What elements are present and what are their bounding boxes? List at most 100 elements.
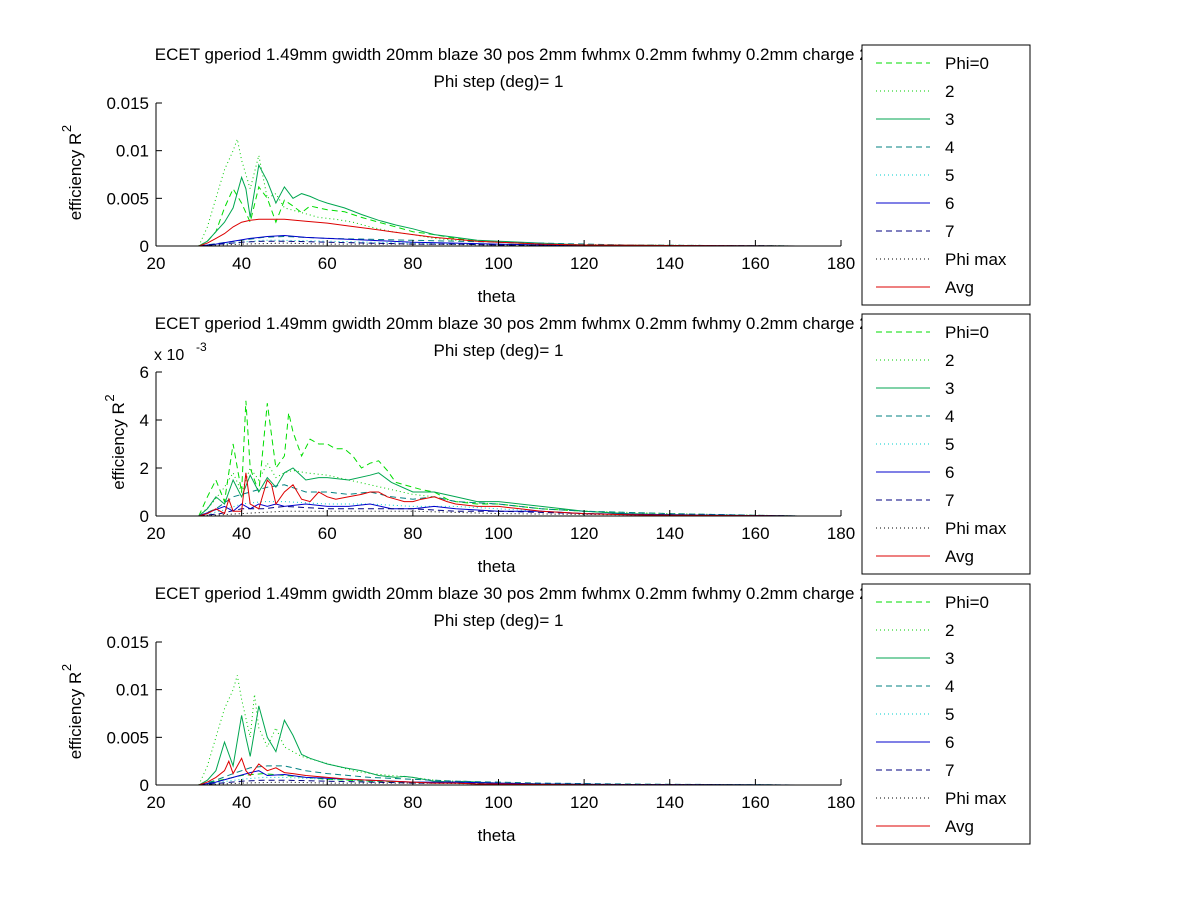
legend-label: 5 <box>945 435 954 454</box>
legend-label: Phi=0 <box>945 593 989 612</box>
y-tick-label: 0.005 <box>106 189 149 208</box>
legend-label: 3 <box>945 110 954 129</box>
x-tick-label: 80 <box>403 254 422 273</box>
x-tick-label: 20 <box>147 793 166 812</box>
legend-label: Phi=0 <box>945 54 989 73</box>
series-line-avg <box>198 757 799 785</box>
legend-label: 4 <box>945 407 954 426</box>
x-tick-label: 60 <box>318 793 337 812</box>
legend-label: 3 <box>945 379 954 398</box>
x-tick-label: 80 <box>403 524 422 543</box>
y-tick-label: 0 <box>140 237 149 256</box>
series-group <box>198 400 799 516</box>
x-tick-label: 100 <box>484 524 512 543</box>
x-tick-label: 120 <box>570 524 598 543</box>
legend-label: Avg <box>945 278 974 297</box>
legend-label: 6 <box>945 463 954 482</box>
chart-subtitle: Phi step (deg)= 1 <box>434 341 564 360</box>
x-axis-label: theta <box>478 826 516 845</box>
y-tick-label: 0.015 <box>106 633 149 652</box>
y-tick-label: 0.005 <box>106 728 149 747</box>
legend-label: 7 <box>945 222 954 241</box>
series-group <box>198 137 799 246</box>
chart-title: ECET gperiod 1.49mm gwidth 20mm blaze 30… <box>155 314 963 333</box>
legend-label: 6 <box>945 194 954 213</box>
chart-title: ECET gperiod 1.49mm gwidth 20mm blaze 30… <box>155 584 963 603</box>
legend-label: 7 <box>945 491 954 510</box>
chart-subtitle: Phi step (deg)= 1 <box>434 611 564 630</box>
chart-title: ECET gperiod 1.49mm gwidth 20mm blaze 30… <box>155 45 963 64</box>
x-axis-label: theta <box>478 287 516 306</box>
legend-label: Avg <box>945 817 974 836</box>
y-tick-label: 0.015 <box>106 94 149 113</box>
x-tick-label: 40 <box>232 254 251 273</box>
legend: Phi=0 2 3 4 5 6 7 Phi max Avg <box>861 313 1031 575</box>
y-axis-label-superscript: 2 <box>59 664 74 671</box>
y-axis-label: efficiency R <box>109 402 128 490</box>
legend: Phi=0 2 3 4 5 6 7 Phi max Avg <box>861 583 1031 845</box>
chart-panel-3: ECET gperiod 1.49mm gwidth 20mm blaze 30… <box>59 583 1031 845</box>
x-tick-label: 140 <box>656 793 684 812</box>
y-tick-label: 0 <box>140 776 149 795</box>
x-tick-label: 40 <box>232 793 251 812</box>
series-line-6 <box>198 770 799 785</box>
y-tick-label: 4 <box>140 411 149 430</box>
x-tick-label: 120 <box>570 254 598 273</box>
series-line-7 <box>198 240 799 246</box>
series-line-3 <box>198 467 799 516</box>
legend-label: 3 <box>945 649 954 668</box>
legend-label: Phi max <box>945 519 1007 538</box>
legend-label: 7 <box>945 761 954 780</box>
y-exponent-superscript: -3 <box>196 340 207 354</box>
x-tick-label: 20 <box>147 254 166 273</box>
legend-label: 5 <box>945 166 954 185</box>
x-tick-label: 40 <box>232 524 251 543</box>
y-tick-label: 0 <box>140 507 149 526</box>
x-tick-label: 180 <box>827 793 855 812</box>
y-tick-label: 0.01 <box>116 142 149 161</box>
y-axis-label: efficiency R <box>66 672 85 760</box>
y-axis-label: efficiency R <box>66 133 85 221</box>
legend-box <box>861 583 1031 845</box>
x-tick-label: 180 <box>827 524 855 543</box>
x-tick-label: 160 <box>741 254 769 273</box>
legend-label: 4 <box>945 138 954 157</box>
y-tick-label: 0.01 <box>116 681 149 700</box>
chart-subtitle: Phi step (deg)= 1 <box>434 72 564 91</box>
series-line-4 <box>198 765 799 785</box>
x-tick-label: 140 <box>656 254 684 273</box>
legend-label: 2 <box>945 82 954 101</box>
series-line-2 <box>198 137 799 246</box>
x-tick-label: 100 <box>484 793 512 812</box>
x-tick-label: 180 <box>827 254 855 273</box>
x-tick-label: 60 <box>318 524 337 543</box>
legend-label: 6 <box>945 733 954 752</box>
legend-box <box>861 313 1031 575</box>
series-line-phi-0 <box>198 400 799 516</box>
legend-label: Avg <box>945 547 974 566</box>
legend-label: Phi max <box>945 789 1007 808</box>
x-tick-label: 160 <box>741 524 769 543</box>
x-tick-label: 60 <box>318 254 337 273</box>
legend-box <box>861 44 1031 306</box>
legend-label: 2 <box>945 351 954 370</box>
x-tick-label: 80 <box>403 793 422 812</box>
x-tick-label: 160 <box>741 793 769 812</box>
legend-label: 2 <box>945 621 954 640</box>
legend-label: Phi=0 <box>945 323 989 342</box>
chart-panel-2: ECET gperiod 1.49mm gwidth 20mm blaze 30… <box>102 313 1031 576</box>
x-tick-label: 100 <box>484 254 512 273</box>
legend-label: 4 <box>945 677 954 696</box>
series-line-3 <box>198 163 799 246</box>
x-tick-label: 120 <box>570 793 598 812</box>
y-tick-label: 6 <box>140 363 149 382</box>
legend: Phi=0 2 3 4 5 6 7 Phi max Avg <box>861 44 1031 306</box>
legend-label: 5 <box>945 705 954 724</box>
y-axis-label-superscript: 2 <box>102 394 117 401</box>
x-tick-label: 20 <box>147 524 166 543</box>
series-line-4 <box>198 484 799 516</box>
x-tick-label: 140 <box>656 524 684 543</box>
series-group <box>198 675 799 785</box>
legend-label: Phi max <box>945 250 1007 269</box>
